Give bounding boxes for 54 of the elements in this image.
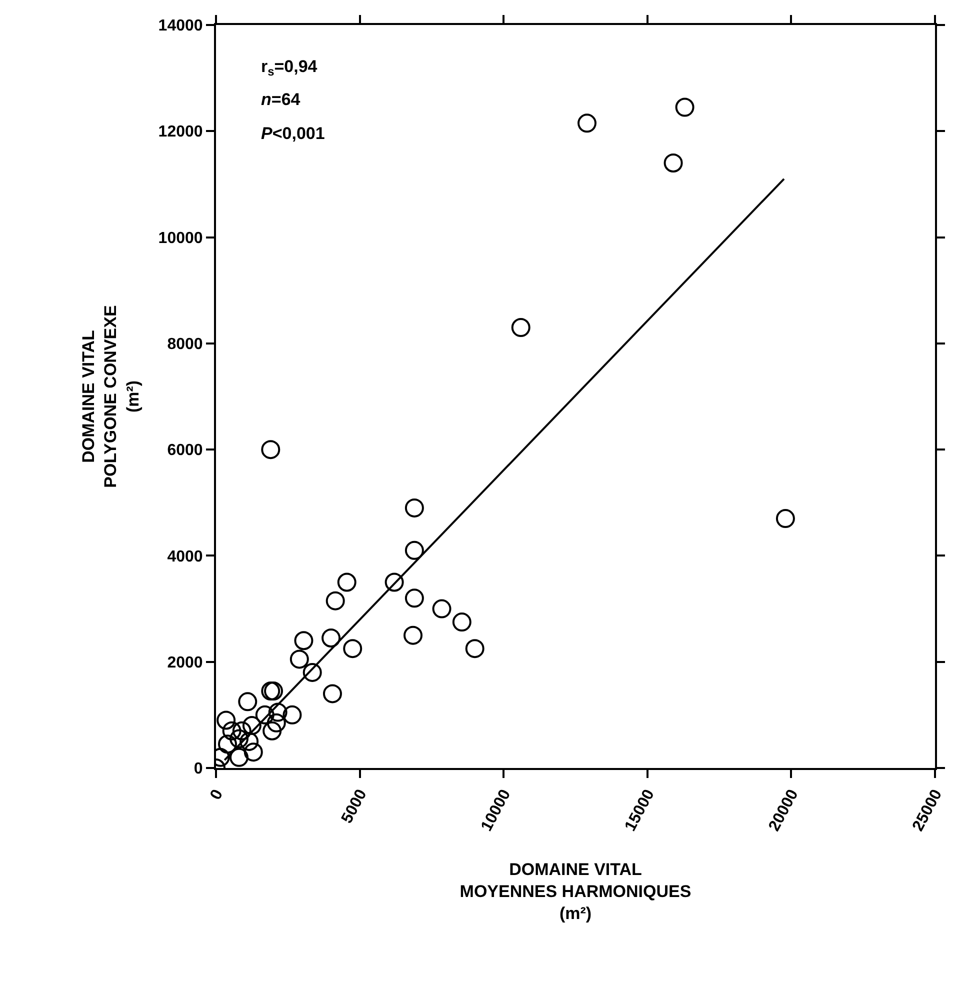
point bbox=[664, 153, 683, 172]
point bbox=[675, 98, 694, 117]
point bbox=[242, 716, 262, 736]
point bbox=[432, 599, 452, 618]
point bbox=[337, 572, 356, 592]
y-tick-label: 0 bbox=[194, 760, 203, 778]
point bbox=[244, 742, 263, 762]
point bbox=[384, 572, 404, 592]
annotation: P<0,001 bbox=[261, 124, 325, 143]
point bbox=[282, 705, 302, 724]
y-tick-label: 4000 bbox=[167, 548, 203, 566]
x-axis-title: DOMAINE VITAL MOYENNES HARMONIQUES (m²) bbox=[460, 860, 692, 924]
y-tick-label: 2000 bbox=[167, 654, 203, 672]
point bbox=[268, 702, 288, 722]
point bbox=[255, 705, 274, 724]
point bbox=[294, 631, 314, 650]
y-tick-label: 6000 bbox=[167, 442, 203, 460]
point bbox=[302, 662, 322, 682]
y-tick-label: 14000 bbox=[158, 18, 203, 35]
y-tick-label: 8000 bbox=[167, 336, 203, 354]
x-tick-label: 0 bbox=[207, 786, 227, 803]
y-tick-label: 12000 bbox=[158, 124, 203, 141]
point bbox=[230, 748, 249, 767]
point bbox=[266, 713, 286, 732]
point bbox=[404, 498, 424, 518]
point bbox=[404, 626, 423, 645]
y-tick-label: 10000 bbox=[158, 230, 203, 247]
point bbox=[465, 639, 484, 658]
point bbox=[776, 509, 795, 528]
point bbox=[222, 721, 242, 740]
point bbox=[404, 540, 424, 560]
point bbox=[578, 114, 596, 133]
point bbox=[216, 710, 236, 730]
x-tick-label: 5000 bbox=[338, 786, 370, 826]
point bbox=[218, 734, 237, 754]
point bbox=[343, 639, 362, 658]
point bbox=[261, 682, 280, 701]
point bbox=[261, 440, 280, 460]
point bbox=[240, 732, 259, 751]
point bbox=[404, 588, 424, 608]
y-axis-title: DOMAINE VITAL POLYGONE CONVEXE (m²) bbox=[79, 305, 142, 488]
point bbox=[322, 628, 341, 648]
point bbox=[238, 692, 258, 712]
point bbox=[232, 721, 252, 740]
point bbox=[452, 612, 472, 632]
point bbox=[326, 591, 345, 610]
annotation: n=64 bbox=[261, 90, 301, 109]
point bbox=[230, 729, 249, 748]
point bbox=[322, 684, 342, 704]
point bbox=[264, 682, 284, 701]
annotation: r$_{s}$=0,94 bbox=[261, 57, 318, 79]
point bbox=[290, 650, 309, 669]
point bbox=[262, 721, 282, 740]
point bbox=[511, 318, 530, 337]
